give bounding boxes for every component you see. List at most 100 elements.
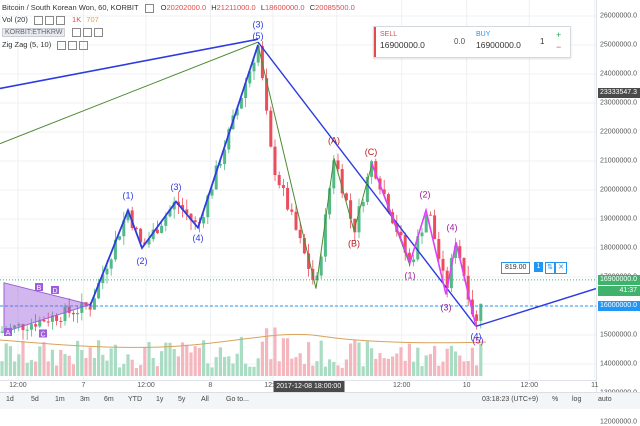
- wave-label: C: [40, 331, 45, 338]
- zigzag-controls[interactable]: [57, 40, 90, 50]
- candle-body: [50, 315, 54, 322]
- timeframe-6m[interactable]: 6m: [104, 396, 114, 403]
- candle-body: [21, 324, 25, 331]
- order-price-label[interactable]: 819.00: [501, 262, 531, 274]
- volume-bar: [197, 347, 201, 376]
- candle-body: [97, 283, 101, 299]
- time-tick-label: 12:00: [137, 382, 155, 389]
- volume-bar: [328, 359, 332, 376]
- candle-body: [281, 185, 285, 188]
- volume-bar: [281, 338, 285, 376]
- sell-button[interactable]: SELL 16900000.0: [380, 31, 425, 50]
- compare-controls[interactable]: [71, 27, 105, 37]
- volume-bar: [218, 347, 222, 376]
- candle-body: [420, 232, 424, 237]
- candle-body: [433, 215, 437, 240]
- volume-bar: [80, 350, 84, 376]
- time-tick-label: 10: [462, 382, 471, 389]
- volume-bar: [391, 356, 395, 376]
- timeframe-all[interactable]: All: [201, 396, 209, 403]
- trendline-blue-lower: [475, 287, 596, 327]
- volume-bar: [122, 363, 126, 376]
- order-quantity[interactable]: 1: [534, 262, 543, 272]
- candle-body: [319, 256, 323, 276]
- volume-bar: [277, 361, 281, 376]
- volume-bar: [130, 359, 134, 376]
- triangle-point-badge: [51, 285, 59, 294]
- triangle-point-badge: [39, 329, 47, 338]
- timeframe-1d[interactable]: 1d: [6, 396, 14, 403]
- timeframe-ytd[interactable]: YTD: [128, 396, 142, 403]
- timeframe-1y[interactable]: 1y: [156, 396, 164, 403]
- settings-icon[interactable]: [68, 40, 78, 50]
- candle-body: [466, 275, 470, 300]
- clock-timezone[interactable]: 03:18:23 (UTC+9): [482, 396, 539, 403]
- log-toggle[interactable]: log: [572, 396, 582, 403]
- close-icon[interactable]: [79, 40, 89, 50]
- close-icon[interactable]: [93, 27, 103, 37]
- price-tick-label: 25000000.0: [600, 41, 637, 49]
- candle-body: [109, 259, 113, 269]
- price-tick-label: 26000000.0: [600, 12, 637, 20]
- volume-bar: [164, 342, 168, 376]
- volume-controls[interactable]: [33, 15, 67, 25]
- candle-body: [147, 239, 151, 245]
- candle-body: [365, 176, 369, 202]
- time-axis[interactable]: 12:00712:00812:00912:001012:00112017-12-…: [0, 380, 598, 393]
- volume-bar: [315, 361, 319, 376]
- timeframe-5d[interactable]: 5d: [31, 396, 39, 403]
- eye-icon[interactable]: [144, 3, 154, 13]
- candle-body: [160, 225, 164, 234]
- compare-legend[interactable]: KORBIT:ETHKRW: [2, 27, 105, 37]
- close-icon[interactable]: [55, 15, 65, 25]
- timeframe-5y[interactable]: 5y: [178, 396, 186, 403]
- candle-body: [92, 298, 96, 310]
- candle-body: [475, 314, 479, 321]
- crosshair-price-tag: 23333547.3: [598, 88, 640, 99]
- candle-body: [139, 228, 143, 243]
- auto-toggle[interactable]: auto: [598, 396, 612, 403]
- sell-accent: [374, 27, 376, 57]
- candle-body: [340, 169, 344, 194]
- buy-button[interactable]: BUY 16900000.0: [476, 31, 521, 50]
- candle-body: [428, 214, 432, 216]
- volume-bar: [189, 352, 193, 376]
- settings-icon[interactable]: [44, 15, 54, 25]
- eye-icon[interactable]: [71, 27, 81, 37]
- triangle-pattern: [3, 282, 92, 333]
- wave-label: A: [6, 330, 11, 337]
- volume-bar: [101, 354, 105, 376]
- candle-body: [298, 229, 302, 239]
- candle-body: [328, 188, 332, 215]
- legend-controls[interactable]: [144, 3, 156, 13]
- price-chart-canvas[interactable]: ABCD(1)(2)(3)(4)(5)(3)(4)(A)(B)(C)(1)(2)…: [0, 0, 596, 392]
- go-to-date-button[interactable]: Go to...: [226, 396, 249, 403]
- wave-labels: ABCD(1)(2)(3)(4)(5)(3)(4)(A)(B)(C)(1)(2)…: [4, 20, 484, 346]
- volume-bar: [470, 347, 474, 376]
- percent-toggle[interactable]: %: [552, 396, 559, 403]
- quantity-decrease-button[interactable]: −: [556, 42, 562, 52]
- wave-label: (4): [193, 233, 204, 243]
- price-axis[interactable]: 26000000.0 25000000.0 24000000.0 23000000.0…: [596, 0, 640, 426]
- volume-bar: [437, 365, 441, 376]
- volume-bar: [353, 340, 357, 376]
- triangle-point-badge: [4, 328, 12, 336]
- candle-body: [218, 164, 222, 166]
- volume-legend[interactable]: Vol (20) 1K 707: [2, 15, 99, 25]
- zigzag-legend[interactable]: Zig Zag (5, 10): [2, 40, 90, 50]
- volume-bar: [244, 363, 248, 376]
- settings-icon[interactable]: [82, 27, 92, 37]
- time-tick-label: 12:00: [392, 382, 411, 389]
- order-direction-icon[interactable]: ⇅: [545, 262, 555, 274]
- eye-icon[interactable]: [33, 15, 43, 25]
- volume-bar: [248, 366, 252, 376]
- timeframe-1m[interactable]: 1m: [55, 396, 65, 403]
- timeframe-3m[interactable]: 3m: [80, 396, 90, 403]
- volume-bar: [361, 366, 365, 376]
- quantity-increase-button[interactable]: +: [556, 30, 562, 40]
- volume-bar: [349, 343, 353, 376]
- order-cancel-icon[interactable]: ✕: [555, 262, 567, 274]
- eye-icon[interactable]: [57, 40, 67, 50]
- quantity-input[interactable]: 1: [540, 37, 545, 46]
- volume-bar: [412, 361, 416, 376]
